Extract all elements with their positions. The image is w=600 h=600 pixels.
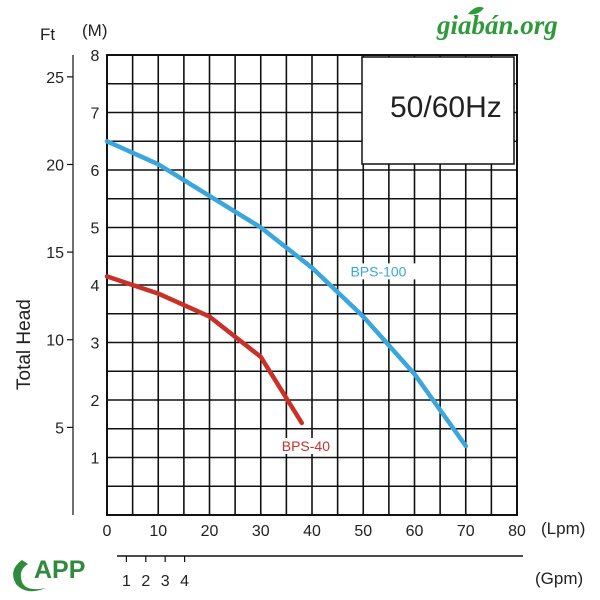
y-tick-label-m: 1 — [91, 451, 100, 468]
y-ticks-meters: 1 2 3 4 5 6 7 8 — [91, 48, 100, 468]
x-tick-label: 30 — [252, 523, 270, 540]
watermark: giabán.org — [436, 6, 558, 40]
series-label-bps-100: BPS-100 — [350, 263, 406, 279]
y-tick-label-m: 4 — [91, 278, 100, 295]
logo-text: APP — [34, 556, 85, 584]
series-layer: BPS-100 BPS-40 — [104, 139, 469, 454]
plot-frame — [106, 54, 518, 516]
frequency-box — [361, 56, 515, 165]
x-tick-label: 40 — [303, 523, 321, 540]
y-tick-label-m: 5 — [91, 221, 100, 238]
y-tick-label-m: 3 — [91, 336, 100, 353]
gpm-tick-label: 3 — [161, 573, 170, 590]
x-bottom-unit: (Gpm) — [535, 569, 583, 588]
y-axis-label: Total Head — [14, 299, 35, 390]
leaf-icon — [468, 6, 484, 15]
x-tick-label: 0 — [103, 523, 112, 540]
y-tick-label-m: 7 — [91, 106, 100, 123]
series-line-bps-100 — [104, 139, 469, 449]
x-tick-label: 20 — [201, 523, 219, 540]
x-tick-label: 70 — [457, 523, 475, 540]
y-ticks-feet: 5 10 15 20 25 — [46, 55, 74, 515]
y-tick-label-m: 2 — [91, 393, 100, 410]
series-label-bps-40: BPS-40 — [282, 438, 330, 454]
y-tick-label-m: 8 — [91, 48, 100, 65]
logo-swoosh-icon — [13, 560, 47, 592]
y-tick-label-ft: 15 — [46, 245, 64, 262]
x-tick-label: 10 — [149, 523, 167, 540]
y-tick-label-ft: 25 — [46, 70, 64, 87]
x-tick-label: 80 — [508, 523, 526, 540]
y-tick-label-ft: 20 — [46, 157, 64, 174]
x-tick-label: 50 — [354, 523, 372, 540]
x-top-unit: (Lpm) — [541, 519, 585, 538]
series-line-bps-40 — [104, 274, 305, 426]
app-logo: APP — [13, 556, 85, 592]
y-tick-label-ft: 10 — [46, 333, 64, 350]
y-right-unit: (M) — [82, 21, 107, 40]
gpm-tick-label: 2 — [141, 573, 150, 590]
watermark-text: giabán.org — [436, 10, 558, 40]
gpm-tick-label: 1 — [122, 573, 131, 590]
x-ticks: 0 10 20 30 40 50 60 70 80 — [103, 523, 526, 540]
series-label-bg — [279, 438, 320, 454]
y-tick-label-m: 6 — [91, 163, 100, 180]
y-tick-label-ft: 5 — [55, 420, 64, 437]
y-left-unit: Ft — [40, 25, 55, 44]
frequency-label: 50/60Hz — [390, 91, 502, 124]
gpm-tick-label: 4 — [180, 573, 189, 590]
x-tick-label: 60 — [406, 523, 424, 540]
series-label-bg — [348, 263, 417, 280]
